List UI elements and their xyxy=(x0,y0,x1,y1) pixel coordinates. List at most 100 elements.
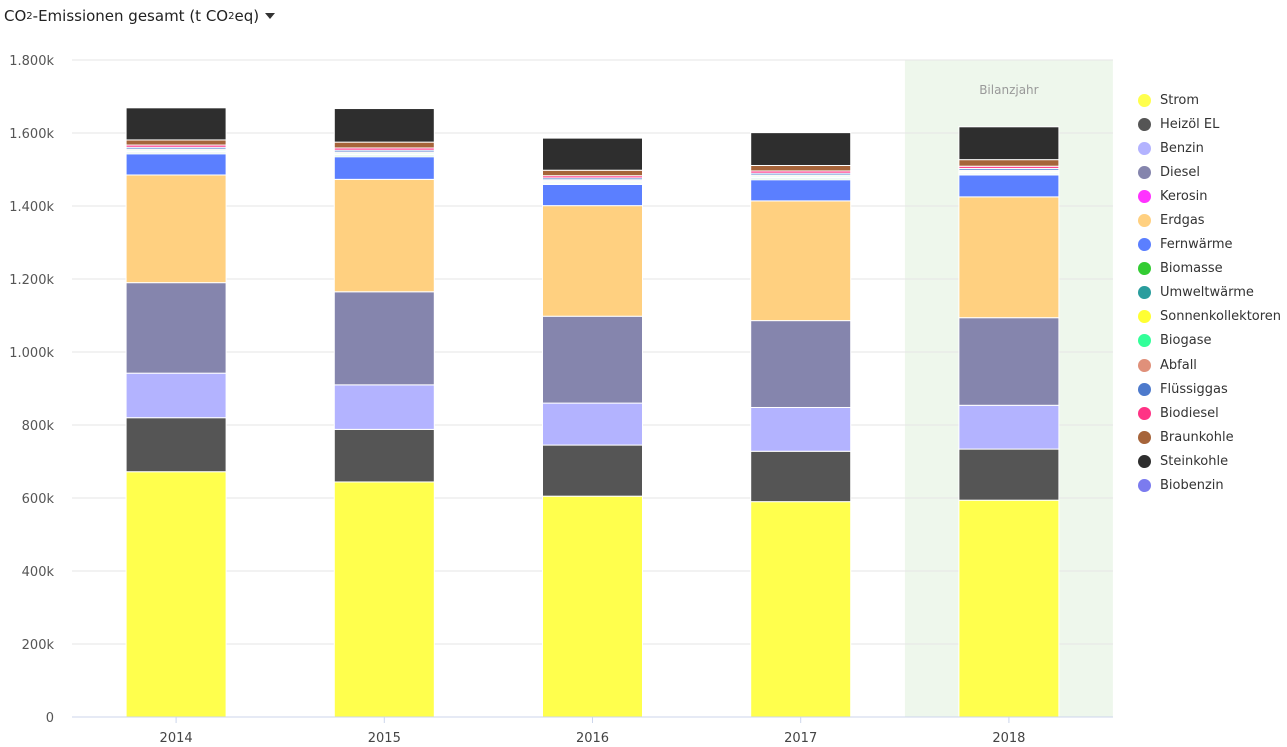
legend-dot-icon xyxy=(1138,141,1151,155)
legend-dot-icon xyxy=(1138,286,1151,300)
bar-segment[interactable] xyxy=(333,156,435,180)
bar-segment[interactable] xyxy=(125,153,227,176)
bar-segment[interactable] xyxy=(125,107,227,141)
bar-segment[interactable] xyxy=(125,174,227,284)
y-tick-label: 400k xyxy=(22,565,55,580)
highlight-label: Bilanzjahr xyxy=(979,83,1038,97)
bar-segment[interactable] xyxy=(333,141,435,149)
legend-label: Biobenzin xyxy=(1160,478,1224,494)
bar-segment[interactable] xyxy=(333,384,435,430)
x-tick-label: 2017 xyxy=(784,731,817,746)
legend-label: Strom xyxy=(1160,92,1200,108)
y-tick-label: 600k xyxy=(22,492,55,507)
bar-segment[interactable] xyxy=(958,317,1060,406)
legend-item[interactable]: Fernwärme xyxy=(1138,233,1286,257)
y-tick-label: 1.000k xyxy=(9,346,54,361)
legend-dot-icon xyxy=(1138,214,1151,228)
bar-segment[interactable] xyxy=(542,137,643,171)
bar-segment[interactable] xyxy=(958,499,1060,718)
legend-item[interactable]: Kerosin xyxy=(1138,184,1286,208)
bar-segment[interactable] xyxy=(333,178,435,293)
bar-segment[interactable] xyxy=(750,200,852,322)
bar-segment[interactable] xyxy=(958,404,1060,450)
bar-segment[interactable] xyxy=(542,183,643,207)
y-tick-label: 1.600k xyxy=(9,127,54,142)
legend-item[interactable]: Biomasse xyxy=(1138,257,1286,281)
y-tick-label: 800k xyxy=(22,419,55,434)
legend-item[interactable]: Strom xyxy=(1138,88,1286,112)
legend-label: Steinkohle xyxy=(1160,453,1229,469)
bar-segment[interactable] xyxy=(125,372,227,419)
bar-segment[interactable] xyxy=(333,428,435,483)
legend-item[interactable]: Braunkohle xyxy=(1138,425,1286,449)
bar-segment[interactable] xyxy=(125,471,227,718)
bar-segment[interactable] xyxy=(958,126,1060,161)
legend-dot-icon xyxy=(1138,117,1151,131)
bar-segment[interactable] xyxy=(542,444,643,497)
bar-segment[interactable] xyxy=(750,132,852,166)
bar-segment[interactable] xyxy=(333,108,435,143)
y-tick-label: 200k xyxy=(22,638,55,653)
bar-segment[interactable] xyxy=(958,448,1060,501)
bar-segment[interactable] xyxy=(125,139,227,146)
legend-item[interactable]: Erdgas xyxy=(1138,208,1286,232)
legend-dot-icon xyxy=(1138,358,1151,372)
legend-dot-icon xyxy=(1138,382,1151,396)
legend-dot-icon xyxy=(1138,454,1151,468)
legend-item[interactable]: Diesel xyxy=(1138,160,1286,184)
chart-title-dropdown[interactable]: CO 2 -Emissionen gesamt (t CO 2 eq) xyxy=(4,4,276,28)
chart-title-part: eq) xyxy=(234,7,260,25)
legend-label: Umweltwärme xyxy=(1160,285,1254,301)
bar-segment[interactable] xyxy=(542,169,643,177)
legend-dot-icon xyxy=(1138,479,1151,493)
legend-label: Diesel xyxy=(1160,164,1201,180)
x-tick-label: 2015 xyxy=(368,731,401,746)
bar-segment[interactable] xyxy=(542,205,643,317)
bar-segment[interactable] xyxy=(750,164,852,172)
bar-segment[interactable] xyxy=(333,291,435,386)
bar-segment[interactable] xyxy=(958,174,1060,198)
legend-item[interactable]: Flüssiggas xyxy=(1138,377,1286,401)
y-tick-label: 1.400k xyxy=(9,200,54,215)
legend-item[interactable]: Benzin xyxy=(1138,136,1286,160)
legend-item[interactable]: Biogase xyxy=(1138,329,1286,353)
legend-label: Braunkohle xyxy=(1160,429,1234,445)
legend-dot-icon xyxy=(1138,189,1151,203)
legend-item[interactable]: Abfall xyxy=(1138,353,1286,377)
bar-segment[interactable] xyxy=(750,501,852,718)
bar-segment[interactable] xyxy=(750,450,852,503)
chart-title-subscript: 2 xyxy=(228,10,235,22)
bar-segment[interactable] xyxy=(958,196,1060,319)
bar-segment[interactable] xyxy=(958,159,1060,167)
bar-segment[interactable] xyxy=(750,179,852,202)
bar-segment[interactable] xyxy=(125,282,227,374)
bar-segment[interactable] xyxy=(333,481,435,718)
caret-down-icon[interactable] xyxy=(265,13,276,19)
bar-segment[interactable] xyxy=(750,320,852,408)
bar-segment[interactable] xyxy=(125,417,227,473)
x-tick-label: 2014 xyxy=(160,731,193,746)
bar-segment[interactable] xyxy=(750,406,852,452)
legend: Strom Heizöl EL Benzin Diesel Kerosin Erdgas F… xyxy=(1138,88,1286,498)
legend-label: Flüssiggas xyxy=(1160,381,1228,397)
y-tick-label: 0 xyxy=(46,711,54,726)
legend-item[interactable]: Sonnenkollektoren xyxy=(1138,305,1286,329)
bar-segment[interactable] xyxy=(542,495,643,718)
legend-item[interactable]: Steinkohle xyxy=(1138,449,1286,473)
legend-label: Abfall xyxy=(1160,357,1197,373)
y-tick-label: 1.800k xyxy=(9,54,54,69)
legend-item[interactable]: Biodiesel xyxy=(1138,401,1286,425)
bar-segment[interactable] xyxy=(542,315,643,404)
legend-item[interactable]: Umweltwärme xyxy=(1138,281,1286,305)
legend-dot-icon xyxy=(1138,93,1151,107)
legend-label: Heizöl EL xyxy=(1160,116,1220,132)
legend-label: Erdgas xyxy=(1160,213,1205,229)
stacked-bar-chart: Bilanzjahr 0 200k 400k 600k 800k 1.000k 1.200k 1… xyxy=(9,54,1113,746)
legend-dot-icon xyxy=(1138,430,1151,444)
legend-item[interactable]: Heizöl EL xyxy=(1138,112,1286,136)
chart-title-part: CO xyxy=(4,7,27,25)
legend-item[interactable]: Biobenzin xyxy=(1138,474,1286,498)
legend-label: Fernwärme xyxy=(1160,237,1233,253)
bar-segment[interactable] xyxy=(542,402,643,446)
legend-dot-icon xyxy=(1138,334,1151,348)
